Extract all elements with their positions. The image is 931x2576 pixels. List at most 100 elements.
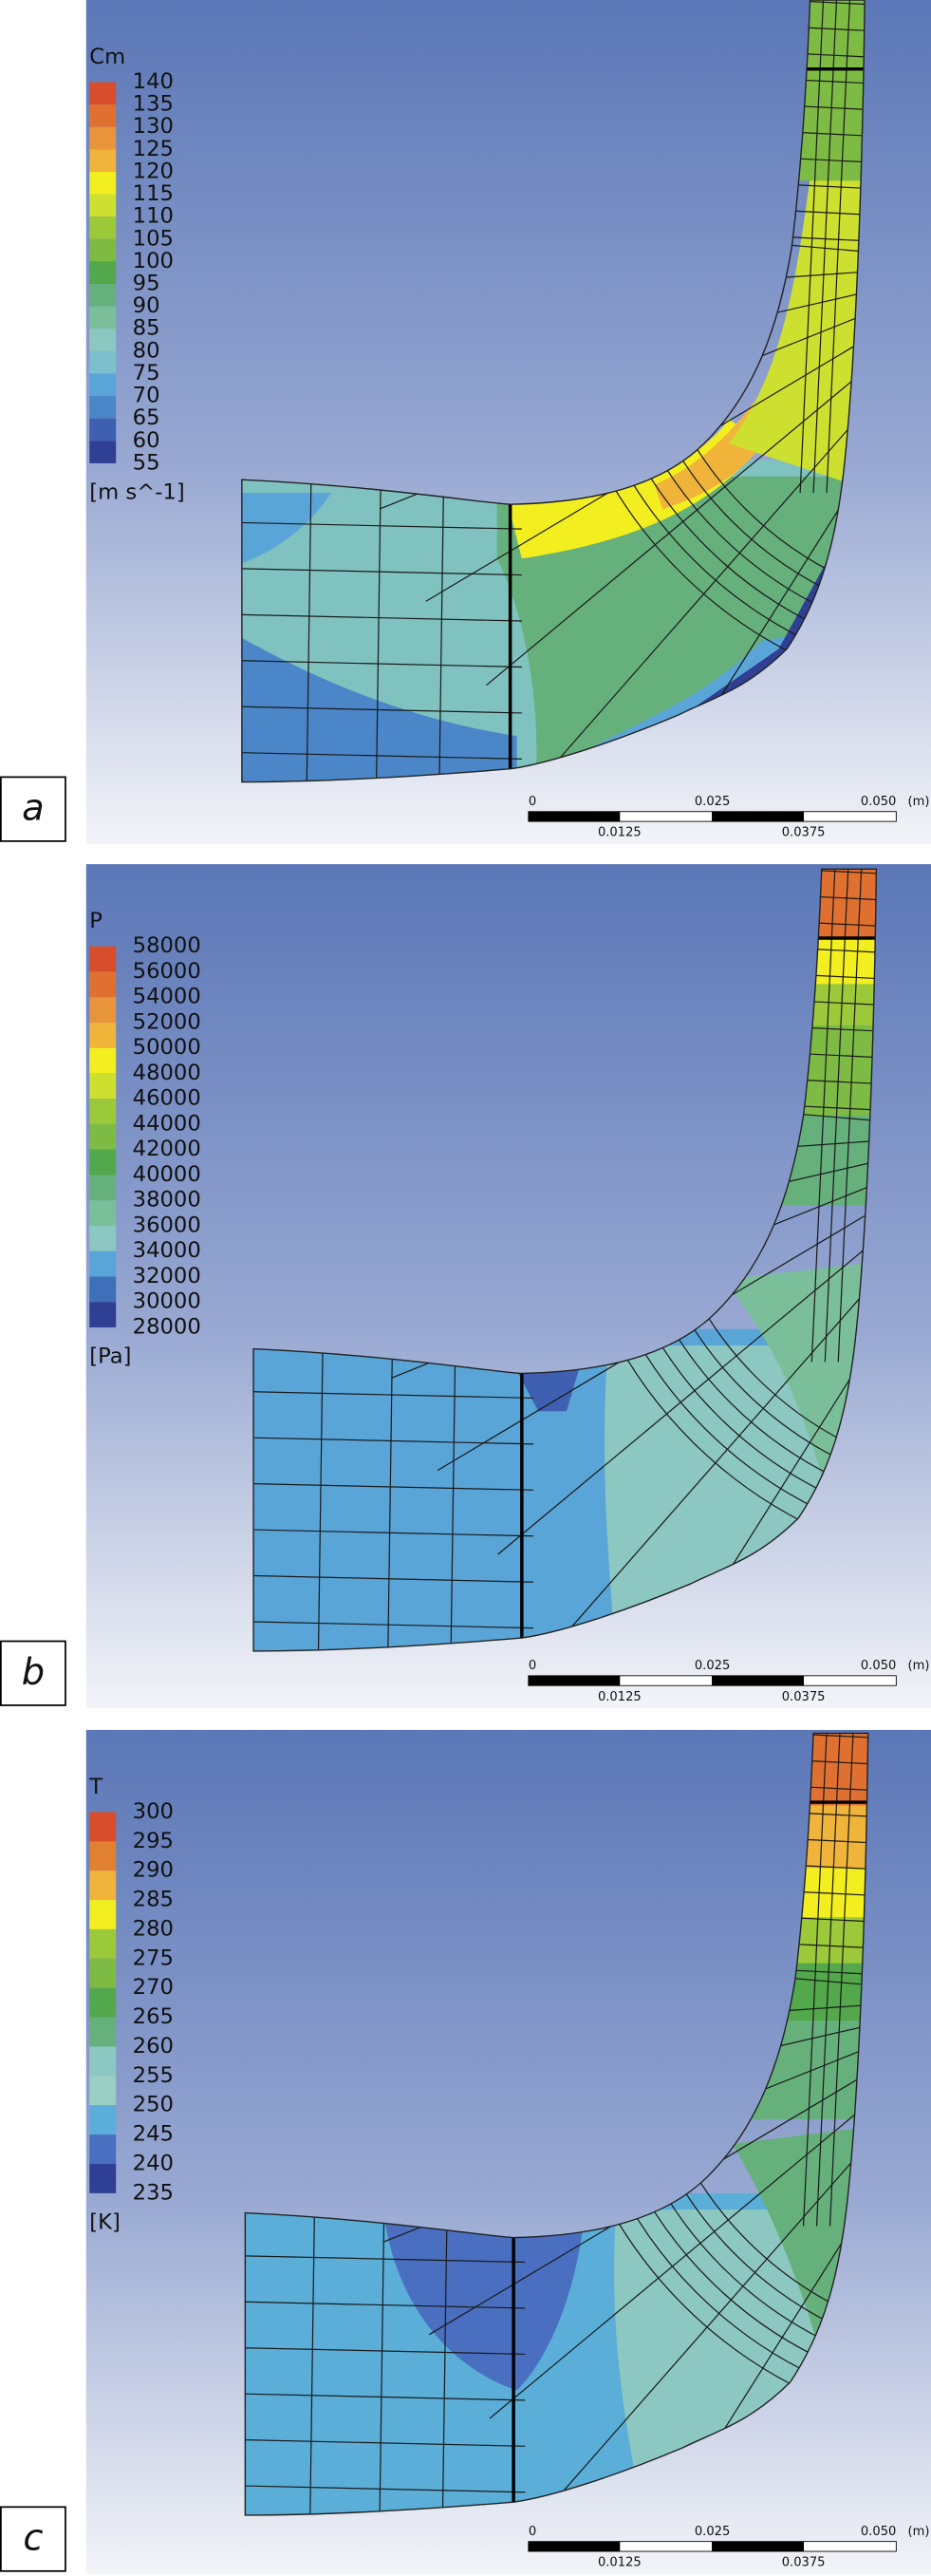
scale-segment [528,2541,621,2552]
scale-label: 0.050 [861,1659,896,1673]
panel-label: b [22,1652,45,1694]
panel-label: c [23,2518,43,2560]
legend-swatch [89,946,117,972]
legend-label: 85 [133,316,160,341]
panel: P 580005600054000520005000048000460004400… [0,864,931,1709]
mesh-line [241,613,522,622]
legend-swatch [89,1200,117,1226]
legend-label: 52000 [133,1009,201,1034]
outline [241,0,866,783]
legend-label: 60 [133,428,160,453]
legend-label: 36000 [133,1213,201,1238]
legend-label: 120 [133,160,174,184]
legend-swatch [89,261,117,285]
scale-segment [803,1675,897,1686]
legend-label: 46000 [133,1086,201,1111]
legend-label: 100 [133,249,174,273]
legend-label: 56000 [133,959,201,984]
legend-label: 32000 [133,1264,201,1288]
legend-label: 115 [133,181,174,206]
scale-segment [619,2541,714,2552]
legend-swatch [89,350,117,374]
legend-swatch [89,1276,117,1303]
legend-swatch [89,2017,117,2047]
legend-label: 40000 [133,1162,201,1187]
legend-label: 260 [133,2034,174,2059]
legend-label: 28000 [133,1315,201,1340]
legend-swatch [89,418,117,442]
legend-swatch [89,1958,117,1988]
mesh-line [253,1390,534,1400]
mesh-line [826,0,851,494]
scale-segment [712,1675,805,1686]
legend-swatch [89,216,117,239]
legend-label: 58000 [133,933,201,958]
mesh-line [241,568,522,576]
legend-swatch [89,1225,117,1251]
panel: T 300 295 290 285 280 275 270 265 260 255 250 245 240… [0,1729,931,2575]
legend-swatch [89,1175,117,1201]
legend-swatch [89,1123,117,1150]
legend-swatch [89,149,117,172]
legend-swatch [89,2076,117,2106]
mesh-line [375,460,382,782]
mesh-line [245,2254,526,2264]
legend-label: 105 [133,226,174,251]
mesh-line [241,521,522,530]
legend-label: 30000 [133,1289,201,1314]
legend-label: 290 [133,1858,174,1883]
legend-label: 80 [133,338,160,363]
mesh-line [815,1733,841,2227]
mesh-line [799,0,825,494]
legend-label: 255 [133,2063,174,2088]
legend-label: 55 [133,450,160,475]
scale-label: 0.025 [695,1659,730,1673]
scale-segment [712,811,805,822]
scale-label: (m) [908,795,930,809]
legend-swatch [89,2105,117,2135]
legend-label: 275 [133,1946,174,1970]
outline [252,868,878,1652]
panel-label-box [0,2506,66,2572]
mesh-line [253,1437,534,1445]
legend-label: 95 [133,272,160,296]
scale-label: 0.050 [861,2525,896,2539]
legend-variable: T [88,1775,102,1799]
legend-swatch [89,104,117,127]
panel-label-box [0,1640,66,1706]
legend-swatch [89,1812,117,1842]
legend-label: 300 [133,1799,174,1824]
legend-label: 75 [133,361,160,385]
mesh-line [486,262,866,686]
legend-unit: [K] [89,2210,121,2235]
legend-swatch [89,329,117,351]
mesh-line [306,460,312,782]
legend-label: 70 [133,384,160,408]
legend-label: 54000 [133,985,201,1009]
legend-swatch [89,2163,117,2193]
legend-label: 240 [133,2152,174,2176]
contour-region [729,164,866,494]
mesh-line [450,1328,456,1651]
mesh-line [810,869,836,1363]
legend-swatch [89,1250,117,1277]
mesh-line [570,1131,877,1628]
legend-label: 285 [133,1888,174,1912]
legend-label: 110 [133,204,174,229]
legend-swatch [89,1073,117,1100]
legend-label: 245 [133,2122,174,2147]
legend-swatch [89,1841,117,1871]
legend-label: 250 [133,2093,174,2117]
legend-label: 235 [133,2180,174,2205]
contour-region [505,419,762,559]
legend-label: 270 [133,1975,174,2000]
legend-label: 38000 [133,1188,201,1213]
legend-label: 48000 [133,1061,201,1085]
mesh-line [489,1995,868,2419]
legend-variable: P [89,909,102,933]
contour-region [241,493,332,575]
scale-bar: 0 0.025 0.050 (m) 0.0125 0.0375 [528,795,930,840]
legend-unit: [Pa] [89,1344,131,1369]
